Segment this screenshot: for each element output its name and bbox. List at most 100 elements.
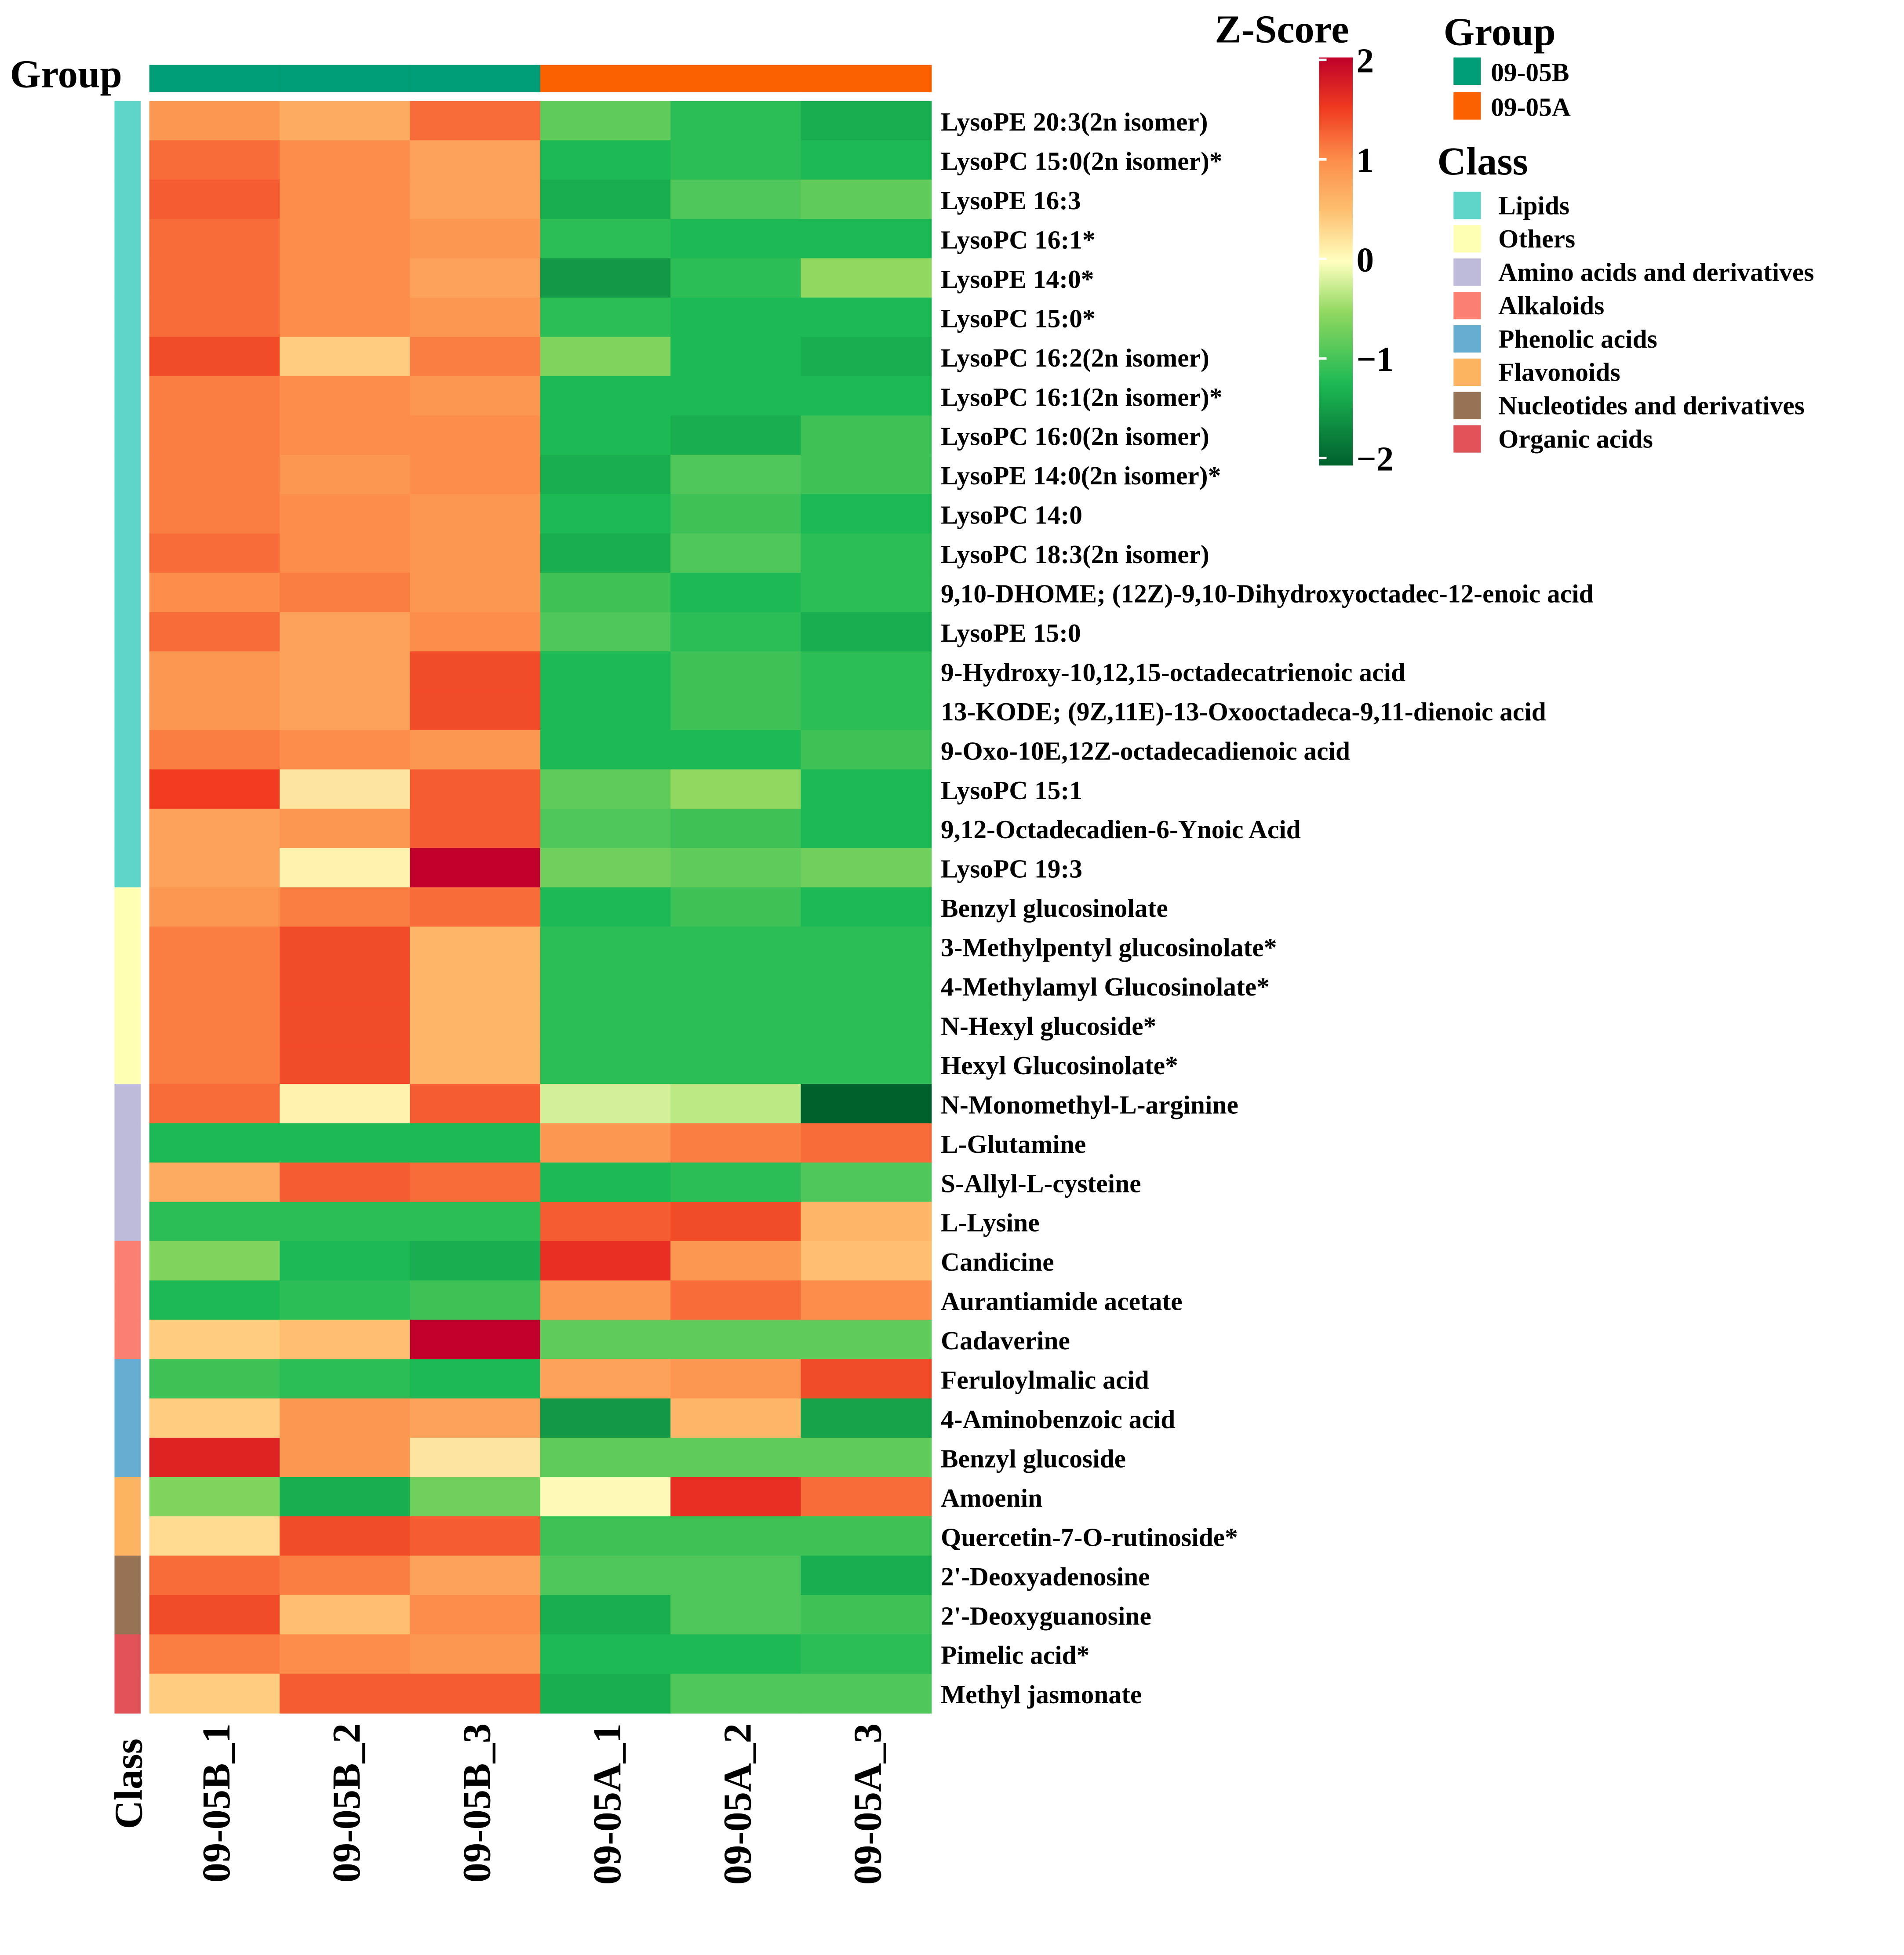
- row-label: S-Allyl-L-cysteine: [941, 1169, 1141, 1198]
- heatmap-cell: [410, 533, 541, 574]
- heatmap-cell: [801, 258, 932, 298]
- heatmap-cell: [280, 1555, 411, 1596]
- class-legend-swatch: [1453, 392, 1481, 419]
- heatmap-cell: [540, 1516, 671, 1556]
- class-legend-swatch: [1453, 425, 1481, 453]
- class-annotation-cell: [114, 101, 141, 141]
- group-annotation-cell: [801, 65, 932, 92]
- heatmap-cell: [670, 573, 801, 613]
- heatmap-cell: [670, 376, 801, 416]
- row-label: Benzyl glucosinolate: [941, 894, 1168, 923]
- heatmap-cell: [670, 690, 801, 731]
- heatmap-cell: [149, 415, 280, 456]
- heatmap-cell: [670, 415, 801, 456]
- heatmap-cell: [149, 454, 280, 495]
- heatmap-cell: [801, 415, 932, 456]
- heatmap-cell: [280, 298, 411, 338]
- heatmap-cell: [540, 769, 671, 810]
- heatmap-cell: [149, 1202, 280, 1242]
- class-annotation-cell: [114, 1634, 141, 1675]
- heatmap-cell: [149, 1280, 280, 1321]
- heatmap-cell: [670, 769, 801, 810]
- class-annotation-cell: [114, 808, 141, 849]
- class-annotation-cell: [114, 1202, 141, 1242]
- class-legend-label: Flavonoids: [1498, 358, 1620, 387]
- group-annotation-cell: [540, 65, 671, 92]
- row-label: Cadaverine: [941, 1326, 1070, 1355]
- heatmap-cell: [670, 258, 801, 298]
- row-label: Methyl jasmonate: [941, 1680, 1142, 1709]
- heatmap-cell: [670, 730, 801, 770]
- class-annotation-cell: [114, 1398, 141, 1439]
- heatmap-cell: [670, 1516, 801, 1556]
- class-annotation-cell: [114, 219, 141, 259]
- heatmap-cell: [149, 1477, 280, 1517]
- heatmap-cell: [149, 1005, 280, 1045]
- row-label: LysoPC 16:1*: [941, 225, 1096, 254]
- heatmap-cell: [149, 179, 280, 220]
- heatmap-cell: [149, 1595, 280, 1635]
- heatmap-cell: [540, 651, 671, 691]
- row-label: LysoPC 15:1: [941, 776, 1082, 805]
- row-label: Quercetin-7-O-rutinoside*: [941, 1523, 1238, 1552]
- class-annotation-cell: [114, 1319, 141, 1360]
- heatmap-cell: [410, 1477, 541, 1517]
- heatmap-cell: [149, 494, 280, 534]
- heatmap-cell: [410, 1084, 541, 1124]
- heatmap-cell: [280, 1438, 411, 1478]
- heatmap-cell: [801, 612, 932, 652]
- heatmap-cell: [280, 337, 411, 377]
- heatmap-cell: [410, 769, 541, 810]
- heatmap-cell: [410, 298, 541, 338]
- heatmap-cell: [670, 1084, 801, 1124]
- heatmap-cell: [540, 258, 671, 298]
- heatmap-cell: [801, 1319, 932, 1360]
- heatmap-cell: [670, 337, 801, 377]
- heatmap-cell: [670, 1438, 801, 1478]
- heatmap-cell: [149, 219, 280, 259]
- heatmap-cell: [670, 612, 801, 652]
- row-label: 4-Aminobenzoic acid: [941, 1405, 1175, 1434]
- row-label: Pimelic acid*: [941, 1641, 1089, 1670]
- group-legend-swatch: [1453, 57, 1481, 85]
- heatmap-cell: [149, 101, 280, 141]
- heatmap-cell: [801, 927, 932, 967]
- class-legend-label: Nucleotides and derivatives: [1498, 391, 1805, 420]
- heatmap-cell: [149, 966, 280, 1006]
- heatmap-cell: [540, 1359, 671, 1399]
- heatmap-cell: [280, 1280, 411, 1321]
- row-label: LysoPC 16:1(2n isomer)*: [941, 382, 1223, 411]
- heatmap-cell: [280, 1319, 411, 1360]
- heatmap-cell: [149, 730, 280, 770]
- heatmap-cell: [410, 376, 541, 416]
- column-label: 09-05A_3: [845, 1723, 890, 1885]
- class-annotation-cell: [114, 1123, 141, 1163]
- class-legend-title: Class: [1437, 139, 1528, 183]
- row-label: 2'-Deoxyadenosine: [941, 1562, 1150, 1591]
- class-annotation-cell: [114, 179, 141, 220]
- heatmap-cell: [410, 730, 541, 770]
- heatmap-cell: [670, 1398, 801, 1439]
- heatmap-cell: [801, 140, 932, 181]
- heatmap-cell: [149, 573, 280, 613]
- column-label: 09-05B_3: [455, 1723, 499, 1882]
- heatmap-cell: [801, 1595, 932, 1635]
- heatmap-cell: [149, 1044, 280, 1085]
- heatmap-cell: [280, 533, 411, 574]
- heatmap-cell: [670, 1673, 801, 1714]
- heatmap-cell: [410, 1005, 541, 1045]
- heatmap-cell: [280, 848, 411, 888]
- class-annotation-cell: [114, 966, 141, 1006]
- heatmap-cell: [280, 808, 411, 849]
- heatmap-cell: [670, 454, 801, 495]
- heatmap-cell: [801, 1044, 932, 1085]
- heatmap-cell: [410, 927, 541, 967]
- heatmap-cell: [280, 887, 411, 927]
- heatmap-cell: [410, 690, 541, 731]
- heatmap-cell: [280, 1477, 411, 1517]
- heatmap-cell: [410, 808, 541, 849]
- group-annotation-cell: [149, 65, 280, 92]
- heatmap-cell: [670, 1241, 801, 1281]
- class-legend-label: Organic acids: [1498, 424, 1653, 453]
- class-annotation-cell: [114, 298, 141, 338]
